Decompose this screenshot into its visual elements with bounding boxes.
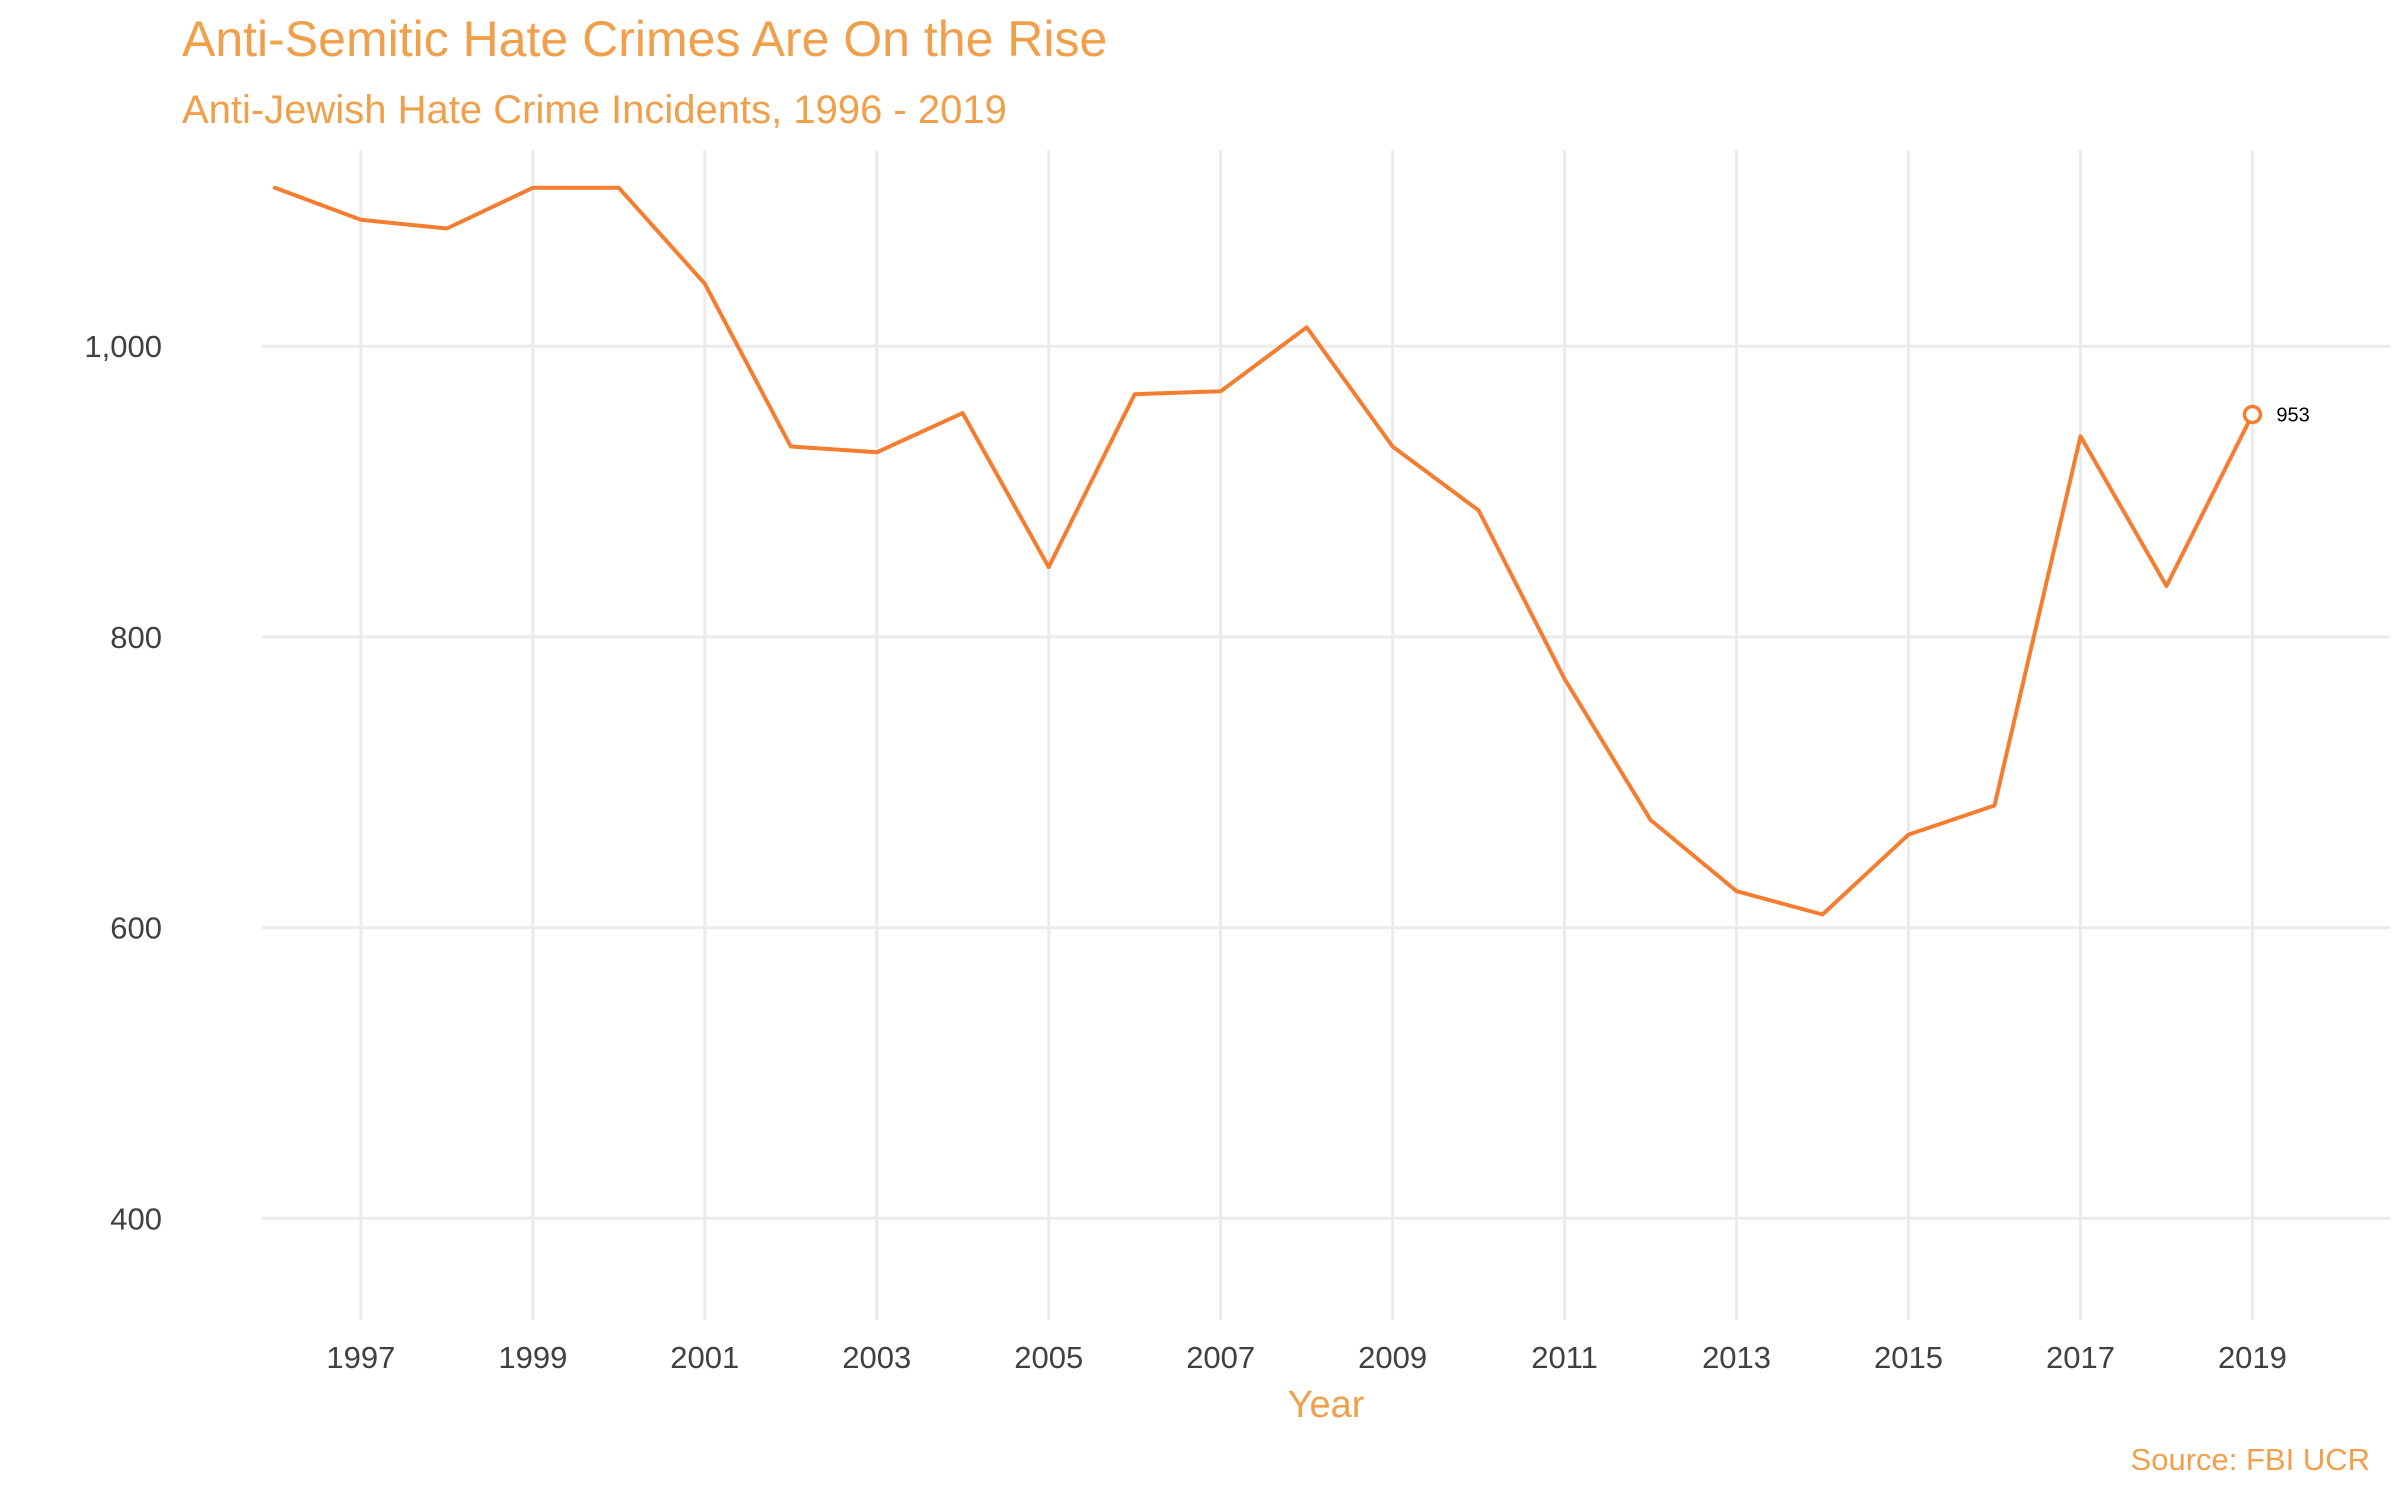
x-tick-label: 1999 [498, 1340, 567, 1375]
x-tick-label: 1997 [326, 1340, 395, 1375]
x-tick-label: 2011 [1531, 1340, 1598, 1375]
end-point-marker [2242, 404, 2263, 425]
y-tick-label: 800 [110, 620, 162, 655]
chart-caption: Source: FBI UCR [2130, 1442, 2370, 1477]
end-point-label: 953 [2276, 405, 2309, 427]
x-tick-label: 2015 [1874, 1340, 1943, 1375]
chart-title: Anti-Semitic Hate Crimes Are On the Rise [182, 11, 1108, 67]
x-tick-label: 2017 [2046, 1340, 2115, 1375]
y-tick-label: 1,000 [84, 329, 162, 364]
series-line [272, 185, 2255, 917]
x-tick-label: 2007 [1186, 1340, 1255, 1375]
x-tick-label: 2019 [2218, 1340, 2287, 1375]
x-tick-label: 2001 [670, 1340, 739, 1375]
x-tick-label: 2003 [842, 1340, 911, 1375]
x-tick-label: 2013 [1702, 1340, 1771, 1375]
chart-subtitle: Anti-Jewish Hate Crime Incidents, 1996 -… [182, 88, 1007, 132]
x-tick-label: 2005 [1014, 1340, 1083, 1375]
x-tick-label: 2009 [1358, 1340, 1427, 1375]
y-tick-label: 600 [110, 911, 162, 946]
y-tick-label: 400 [110, 1201, 162, 1236]
x-axis-label: Year [1288, 1384, 1365, 1426]
